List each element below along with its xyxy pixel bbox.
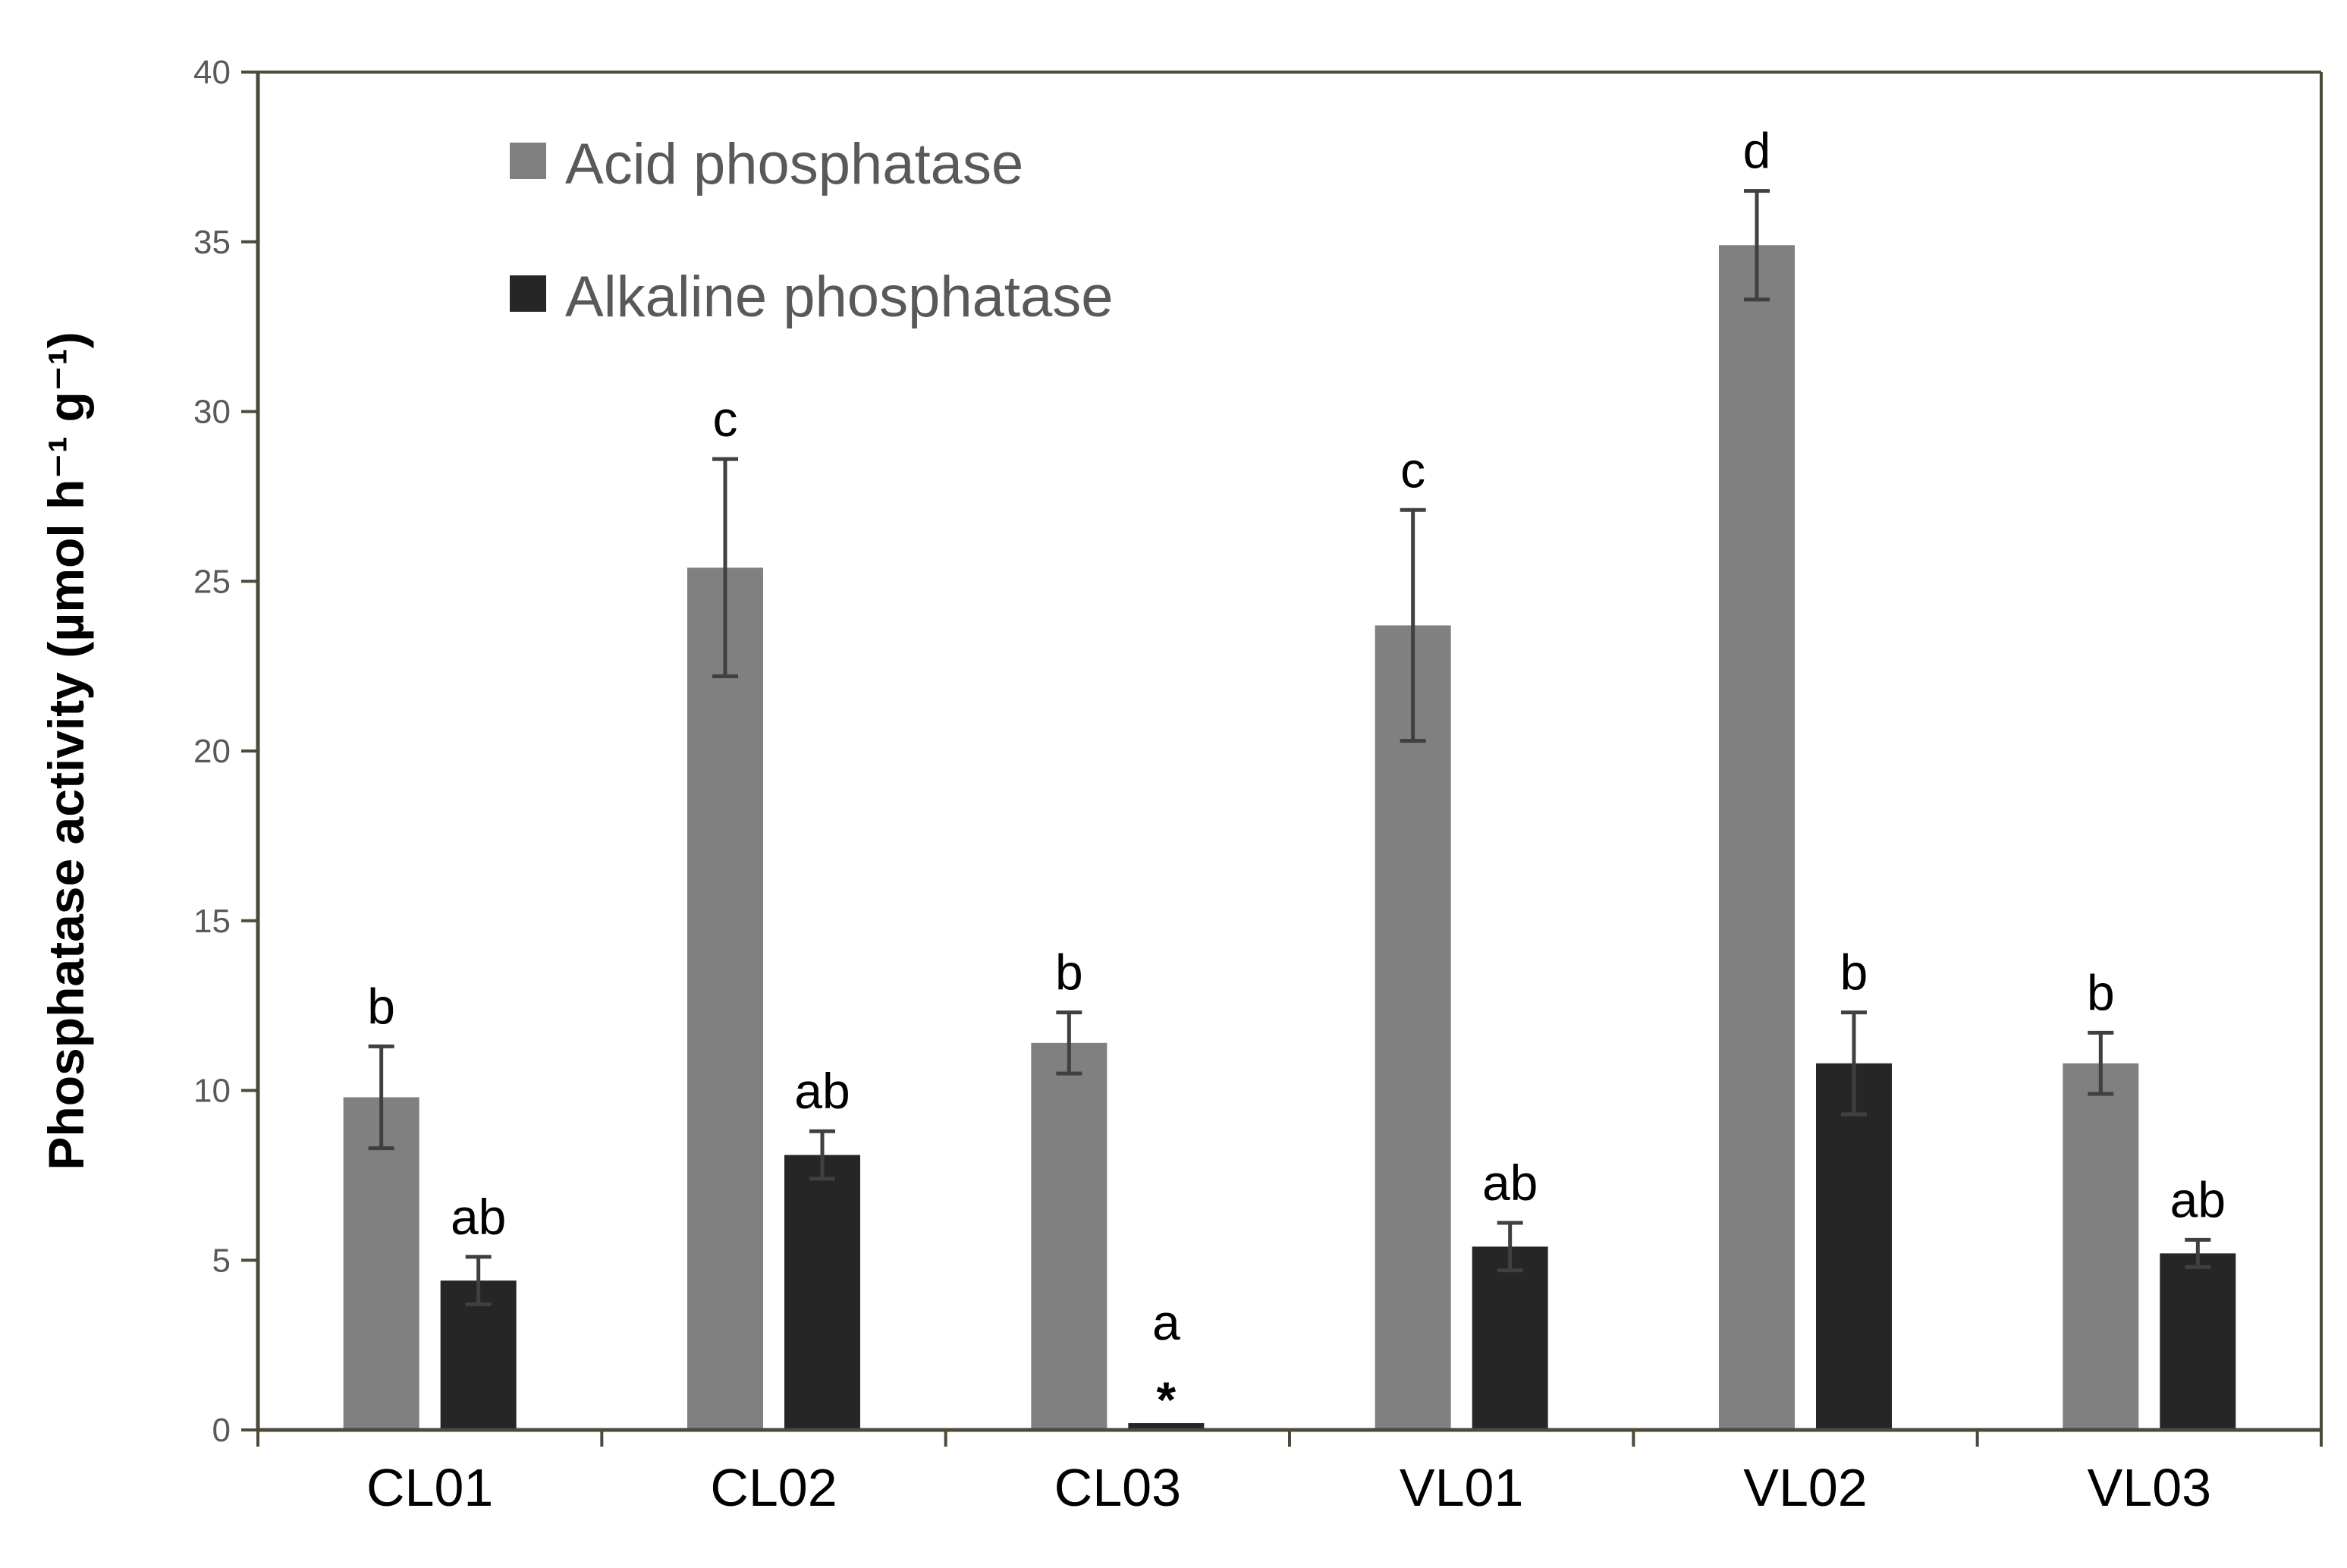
y-tick-label-20: 20 <box>193 733 231 770</box>
bar-acid-cl01 <box>343 1097 419 1430</box>
y-tick-label-25: 25 <box>193 563 231 600</box>
significance-label-0-1: c <box>713 391 738 447</box>
significance-label-1-5: ab <box>2170 1171 2226 1227</box>
significance-label-0-3: c <box>1400 441 1425 498</box>
category-label-vl02: VL02 <box>1743 1458 1867 1517</box>
legend-label-alkaline: Alkaline phosphatase <box>565 265 1114 329</box>
y-tick-label-35: 35 <box>193 224 231 261</box>
bar-acid-vl02 <box>1719 245 1795 1431</box>
bar-acid-cl03 <box>1031 1042 1108 1430</box>
y-tick-label-0: 0 <box>212 1412 231 1449</box>
bar-alkaline-cl02 <box>784 1155 860 1430</box>
category-label-vl01: VL01 <box>1400 1458 1523 1517</box>
legend-swatch-acid <box>510 143 546 179</box>
significance-label-1-0: ab <box>451 1189 506 1245</box>
y-tick-label-15: 15 <box>193 903 231 940</box>
y-tick-label-40: 40 <box>193 54 231 91</box>
y-axis-title: Phosphatase activity (µmol h⁻¹ g⁻¹) <box>38 332 94 1170</box>
bar-alkaline-vl01 <box>1472 1246 1548 1430</box>
ticks-layer <box>241 71 2323 1447</box>
bar-acid-vl03 <box>2063 1063 2139 1430</box>
category-label-cl03: CL03 <box>1054 1458 1181 1517</box>
significance-label-0-0: b <box>367 978 395 1034</box>
significance-label-1-1: ab <box>794 1063 850 1119</box>
significance-label-0-5: b <box>2087 964 2115 1020</box>
bars-layer <box>343 245 2236 1431</box>
error-bars-layer <box>368 189 2211 1306</box>
significance-label-1-4: b <box>1840 944 1868 1001</box>
legend-swatch-alkaline <box>510 275 546 312</box>
bar-alkaline-cl03 <box>1128 1423 1205 1430</box>
labels-layer: 0 5 10 15 20 25 30 35 40 CL01 CL02 CL03 VL01 VL02 VL03… <box>193 54 2226 1517</box>
significance-label-1-3: ab <box>1482 1155 1538 1211</box>
category-label-vl03: VL03 <box>2088 1458 2211 1517</box>
y-tick-label-5: 5 <box>212 1242 231 1279</box>
category-label-cl02: CL02 <box>710 1458 837 1517</box>
bar-alkaline-vl03 <box>2160 1253 2236 1430</box>
bar-alkaline-vl02 <box>1816 1063 1892 1430</box>
bar-acid-cl02 <box>687 567 763 1430</box>
marker-1-2: * <box>1156 1372 1176 1428</box>
y-tick-label-10: 10 <box>193 1073 231 1110</box>
y-tick-label-30: 30 <box>193 394 231 431</box>
significance-label-0-4: d <box>1743 123 1771 179</box>
legend-label-acid: Acid phosphatase <box>565 132 1023 196</box>
significance-label-0-2: b <box>1055 944 1083 1001</box>
bar-acid-vl01 <box>1375 625 1451 1430</box>
category-label-cl01: CL01 <box>366 1458 493 1517</box>
significance-label-1-2: a <box>1152 1294 1180 1350</box>
legend: Acid phosphatase Alkaline phosphatase <box>510 132 1114 329</box>
